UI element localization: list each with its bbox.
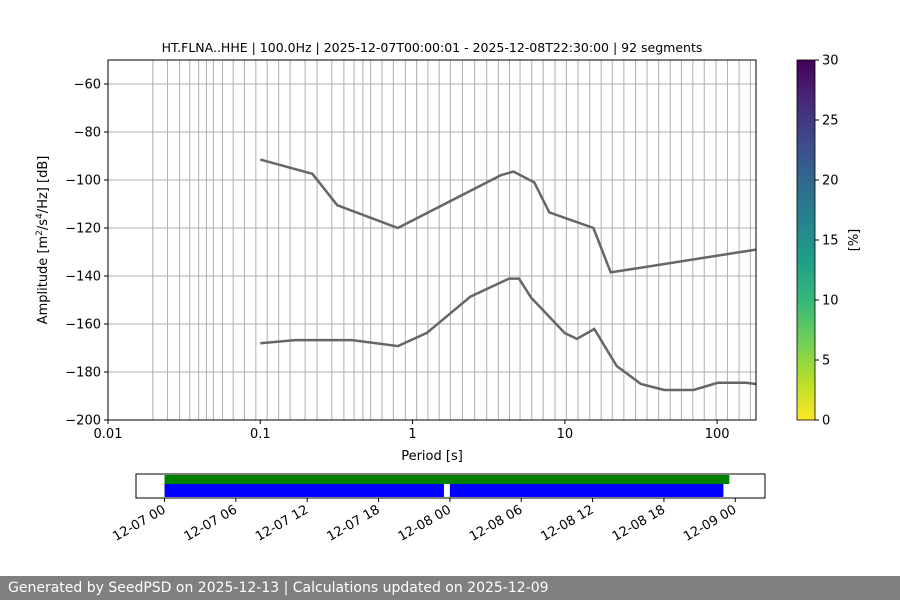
colorbar-tick-label: 15 (822, 234, 839, 249)
timeline-available-bar (164, 475, 730, 484)
noise-model-nhnm (259, 158, 757, 274)
colorbar-tick-label: 0 (822, 414, 830, 429)
x-tick-label: 0.1 (250, 427, 271, 442)
y-tick-label: −60 (74, 78, 101, 93)
noise-model-nlnm (260, 277, 757, 392)
timeline-tick-label: 12-08 18 (610, 502, 668, 544)
timeline-tick-label: 12-08 00 (396, 502, 454, 544)
timeline-bars (164, 475, 730, 497)
y-tick-label: −200 (65, 414, 101, 429)
timeline-tick-label: 12-08 12 (538, 502, 596, 544)
timeline-ticks: 12-07 00 12-07 06 12-07 12 12-07 18 12-08 00… (110, 498, 739, 545)
timeline-tick-label: 12-07 00 (110, 502, 168, 544)
plot-frame (107, 59, 757, 421)
colorbar-tick-label: 10 (822, 294, 839, 309)
timeline-tick-label: 12-08 06 (467, 502, 525, 544)
y-axis-label-sup-1: 2 (35, 230, 45, 236)
timeline-tick-label: 12-07 06 (182, 502, 240, 544)
colorbar-tick-label: 5 (822, 354, 830, 369)
colorbar (796, 59, 816, 421)
timeline-segment-bar (164, 484, 444, 497)
y-tick-label: −80 (74, 126, 101, 141)
y-tick-label: −140 (65, 270, 101, 285)
footer-text: Generated by SeedPSD on 2025-12-13 | Cal… (8, 580, 549, 596)
y-axis-label: Amplitude [m2/s4/Hz] [dB] (35, 156, 51, 325)
x-tick-label: 1 (408, 427, 416, 442)
x-tick-label: 10 (557, 427, 574, 442)
y-axis-label-part-1: Amplitude [m (36, 236, 51, 325)
y-tick-label: −100 (65, 174, 101, 189)
y-tick-label: −120 (65, 222, 101, 237)
x-tick-label: 0.01 (94, 427, 123, 442)
colorbar-tick-label: 25 (822, 114, 839, 129)
timeline-tick-label: 12-09 00 (681, 502, 739, 544)
noise-model-curves (259, 158, 757, 392)
colorbar-label: [%] (847, 229, 862, 252)
colorbar-tick-label: 20 (822, 174, 839, 189)
y-axis-label-part-2: /s (36, 219, 51, 230)
y-axis-label-part-3: /Hz] [dB] (36, 156, 51, 214)
psd-figure: HT.FLNA..HHE | 100.0Hz | 2025-12-07T00:0… (35, 40, 862, 545)
timeline-tick-label: 12-07 12 (253, 502, 311, 544)
y-axis: −60 −80 −100 −120 −140 −160 −180 −200 (65, 78, 108, 429)
grid-layer (108, 60, 756, 421)
y-tick-label: −160 (65, 318, 101, 333)
timeline-segment-bar (449, 484, 724, 497)
colorbar-ticks: 0 5 10 15 20 25 30 (815, 54, 839, 429)
footer-bar: Generated by SeedPSD on 2025-12-13 | Cal… (0, 576, 900, 600)
chart-title: HT.FLNA..HHE | 100.0Hz | 2025-12-07T00:0… (162, 40, 703, 55)
colorbar-tick-label: 30 (822, 54, 839, 69)
y-axis-label-sup-2: 4 (35, 213, 45, 219)
y-tick-label: −180 (65, 366, 101, 381)
timeline-tick-label: 12-07 18 (324, 502, 382, 544)
x-axis-label: Period [s] (401, 449, 463, 464)
x-tick-label: 100 (705, 427, 730, 442)
x-axis: 0.01 0.1 1 10 100 (94, 420, 730, 442)
timeline-panel: 12-07 00 12-07 06 12-07 12 12-07 18 12-08 00… (110, 473, 766, 545)
